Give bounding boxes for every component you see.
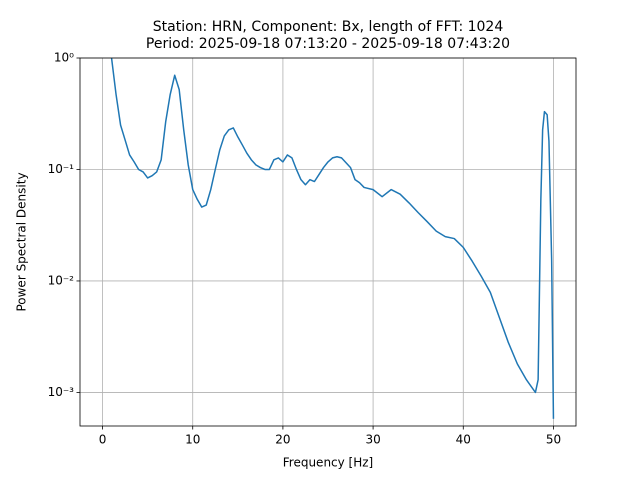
data-line	[110, 58, 555, 419]
x-axis-label: Frequency [Hz]	[283, 456, 374, 470]
y-tick-label: 10⁰	[54, 51, 74, 65]
x-tick-label: 10	[185, 433, 200, 447]
x-tick-label: 50	[546, 433, 561, 447]
x-tick-label: 30	[365, 433, 380, 447]
chart-subtitle: Period: 2025-09-18 07:13:20 - 2025-09-18…	[146, 36, 510, 52]
y-axis-label: Power Spectral Density	[15, 172, 29, 311]
axes-frame	[79, 57, 577, 427]
y-tick-label: 10⁻¹	[48, 162, 75, 176]
plot-area	[110, 58, 555, 419]
x-tick-label: 0	[99, 433, 107, 447]
chart-title: Station: HRN, Component: Bx, length of F…	[153, 19, 504, 35]
x-tick-label: 40	[456, 433, 471, 447]
grid	[80, 57, 576, 426]
x-tick-label: 20	[275, 433, 290, 447]
y-tick-label: 10⁻²	[48, 273, 75, 287]
y-tick-label: 10⁻³	[48, 385, 75, 399]
